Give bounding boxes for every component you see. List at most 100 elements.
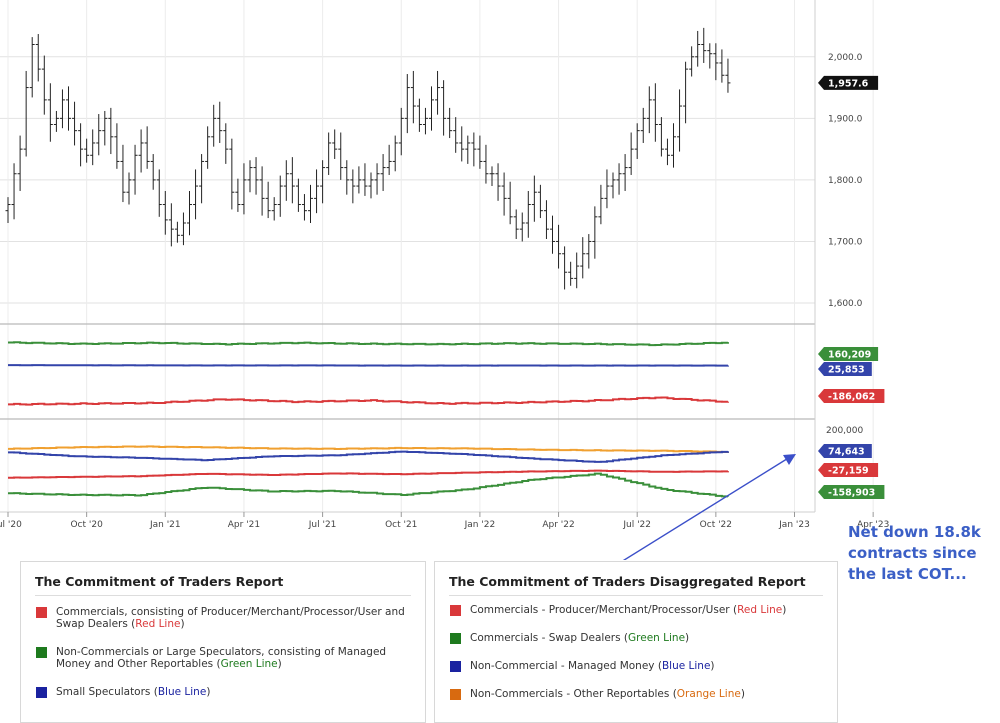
color-swatch <box>36 687 47 698</box>
price-bar <box>320 160 326 204</box>
price-bar <box>453 117 459 153</box>
price-bar <box>187 190 192 236</box>
annotation-arrow <box>622 454 796 560</box>
disaggregated-value-tag: -27,159 <box>818 463 879 477</box>
arrow-head <box>783 454 796 465</box>
price-bar <box>683 61 689 124</box>
x-tick-label: Oct '21 <box>385 520 417 530</box>
x-tick-label: Jul '21 <box>308 520 337 530</box>
disaggregated-legend-item: Commercials - Swap Dealers (Green Line) <box>449 632 823 644</box>
price-bar <box>259 166 265 216</box>
price-bar <box>229 138 235 210</box>
cot-value-tag: 160,209 <box>818 347 879 361</box>
disaggregated-legend-item: Non-Commercials - Other Reportables (Ora… <box>449 688 823 700</box>
price-bar <box>416 98 422 132</box>
price-bar <box>368 172 374 199</box>
x-tick-label: Jan '23 <box>778 520 810 530</box>
disaggregated-legend-item-line-color: Orange Line <box>676 688 741 700</box>
x-tick-label: Oct '20 <box>70 520 103 530</box>
svg-text:1,957.6: 1,957.6 <box>828 78 869 89</box>
price-bar <box>398 107 404 156</box>
svg-text:-27,159: -27,159 <box>828 466 869 477</box>
price-bar <box>314 169 320 214</box>
cot-legend-item: Small Speculators (Blue Line) <box>35 686 411 698</box>
disaggregated-series-line <box>8 445 729 453</box>
price-bar <box>344 160 350 195</box>
price-bar <box>41 55 47 115</box>
x-tick-label: Jul '20 <box>0 520 22 530</box>
x-tick-label: Jan '22 <box>464 520 496 530</box>
price-bar <box>59 89 65 129</box>
x-tick-label: Oct '22 <box>700 520 732 530</box>
price-bar <box>580 237 586 279</box>
price-bar <box>652 83 658 142</box>
svg-text:-158,903: -158,903 <box>828 488 875 499</box>
price-bar <box>658 117 664 157</box>
price-bar <box>489 166 495 187</box>
price-bar <box>719 49 725 83</box>
price-bar <box>471 132 477 167</box>
cot-legend: The Commitment of Traders Report Commerc… <box>20 561 426 723</box>
price-bar <box>634 123 640 159</box>
cot-chart: 2,000.0 1,900.0 1,800.0 1,700.0 1,600.0 200,… <box>0 0 889 560</box>
price-bar <box>725 58 731 93</box>
price-bar <box>664 138 670 166</box>
price-bar <box>174 221 180 243</box>
svg-text:25,853: 25,853 <box>828 365 865 376</box>
price-bar <box>556 224 562 269</box>
price-bar <box>72 101 78 146</box>
price-gridlines: 2,000.0 1,900.0 1,800.0 1,700.0 1,600.0 <box>0 0 874 513</box>
price-bar <box>156 169 162 217</box>
price-bar <box>459 126 465 162</box>
price-bar <box>574 252 580 289</box>
price-bar <box>695 30 701 67</box>
disaggregated-series-line <box>8 450 729 463</box>
price-bar <box>11 163 17 220</box>
price-bar <box>223 123 229 164</box>
price-bar <box>144 126 150 169</box>
price-bar <box>132 144 138 195</box>
price-bar <box>519 212 525 242</box>
price-bar <box>138 129 144 173</box>
price-bar <box>362 163 368 196</box>
price-tick-label: 2,000.0 <box>828 53 863 63</box>
price-bar <box>53 110 59 132</box>
price-bar <box>84 138 90 163</box>
price-bar <box>562 246 568 290</box>
color-swatch <box>36 647 47 658</box>
cot-legend-title: The Commitment of Traders Report <box>35 574 411 596</box>
price-bar <box>120 144 126 203</box>
cot-legend-item-line-color: Red Line <box>135 618 181 630</box>
price-bar <box>295 178 301 212</box>
disaggregated-legend: The Commitment of Traders Disaggregated … <box>434 561 838 723</box>
price-bar <box>29 37 35 98</box>
price-bar <box>193 169 199 220</box>
cot-series-line <box>8 341 729 347</box>
price-bar <box>66 86 71 131</box>
value-tags: 1,957.6 160,209 25,853 -186,062 74,643 -27,15… <box>818 75 885 499</box>
price-bar <box>671 123 676 168</box>
price-bar <box>17 135 23 191</box>
price-bar <box>247 160 253 193</box>
price-bar <box>126 172 132 205</box>
price-tick-label: 1,800.0 <box>828 176 863 186</box>
cot-series-line <box>8 364 729 367</box>
price-bar <box>586 234 592 269</box>
price-bar <box>707 43 713 69</box>
x-tick-label: Jan '21 <box>149 520 181 530</box>
disaggregated-legend-item: Non-Commercial - Managed Money (Blue Lin… <box>449 660 823 672</box>
price-bar <box>392 135 398 172</box>
disaggregated-value-tag: -158,903 <box>818 485 885 499</box>
price-bar <box>47 83 53 142</box>
price-bar <box>301 194 307 221</box>
price-bar <box>592 206 598 259</box>
cot-legend-item: Commercials, consisting of Producer/Merc… <box>35 606 411 630</box>
color-swatch <box>450 605 461 616</box>
disaggregated-series-line <box>8 469 729 479</box>
price-bar <box>616 163 622 195</box>
last-price-tag: 1,957.6 <box>818 75 879 90</box>
price-bar <box>205 126 211 169</box>
price-bar <box>90 129 96 166</box>
disaggregated-cot-panel: 200,000 <box>8 426 863 498</box>
price-bar <box>332 129 338 159</box>
